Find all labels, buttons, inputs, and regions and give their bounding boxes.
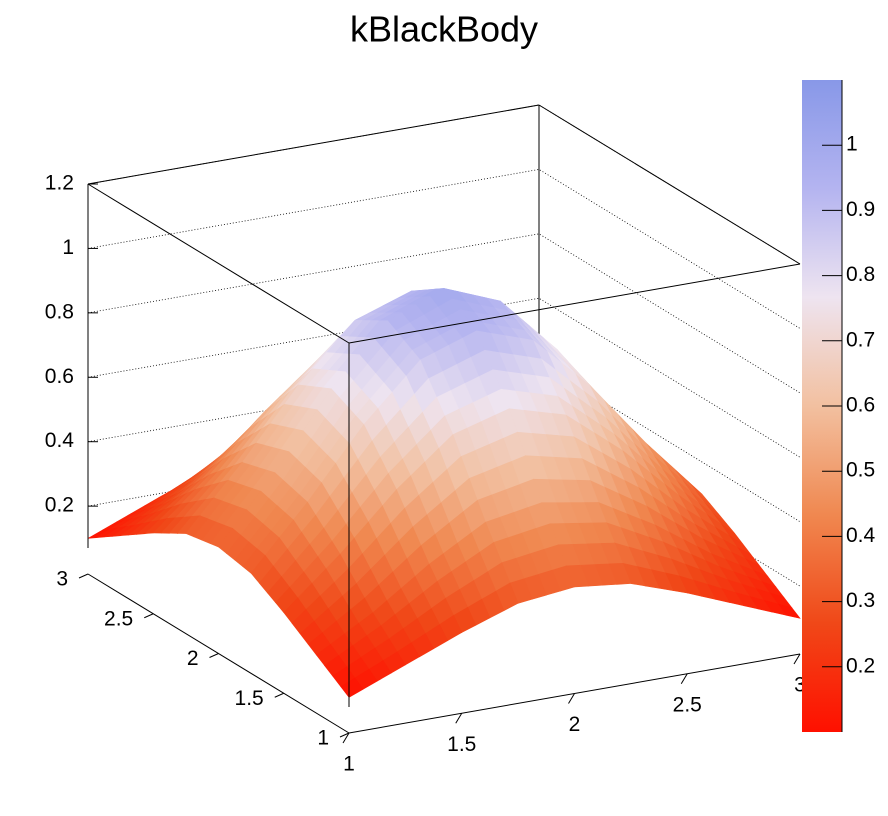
x-tick <box>793 653 801 665</box>
color-tick-label: 0.7 <box>846 328 875 351</box>
y-tick <box>78 573 89 579</box>
y-tick <box>144 613 154 619</box>
y-tick-label: 3 <box>56 568 68 591</box>
x-tick-label: 1.5 <box>447 733 476 756</box>
y-tick-label: 1.5 <box>235 687 264 710</box>
box-edge <box>87 183 350 344</box>
y-tick <box>209 653 219 658</box>
z-tick-label: 0.4 <box>45 429 75 452</box>
x-tick-label: 3 <box>794 674 806 697</box>
z-tick-label: 0.6 <box>45 365 74 388</box>
x-tick-label: 1 <box>343 753 355 776</box>
chart-title: kBlackBody <box>350 9 538 50</box>
z-tick-label: 0.2 <box>45 494 74 517</box>
x-tick <box>568 693 575 704</box>
x-tick <box>680 673 688 685</box>
x-tick-label: 2 <box>569 713 581 736</box>
box-edge <box>538 104 801 265</box>
color-tick-label: 0.8 <box>846 263 875 286</box>
y-tick <box>339 732 350 738</box>
y-tick <box>274 692 284 698</box>
z-tick-label: 1 <box>62 236 74 259</box>
x-tick <box>455 712 463 724</box>
box-edge <box>348 263 801 344</box>
x-tick <box>342 732 350 744</box>
surface-patch <box>340 677 364 698</box>
grid-line <box>87 104 801 265</box>
color-tick-label: 0.2 <box>846 654 875 677</box>
z-tick-label: 0.8 <box>45 300 74 323</box>
x-tick-label: 2.5 <box>673 693 702 716</box>
y-tick-label: 1 <box>317 727 329 750</box>
y-tick-label: 2.5 <box>104 607 133 630</box>
color-tick-label: 0.6 <box>846 394 875 417</box>
z-tick-label: 1.2 <box>45 172 74 195</box>
color-tick-label: 0.4 <box>846 524 876 547</box>
color-tick-label: 0.3 <box>846 589 875 612</box>
y-tick-label: 2 <box>187 647 199 670</box>
color-tick-label: 0.5 <box>846 459 875 482</box>
color-tick-label: 0.9 <box>846 198 875 221</box>
color-tick-label: 1 <box>846 133 858 156</box>
